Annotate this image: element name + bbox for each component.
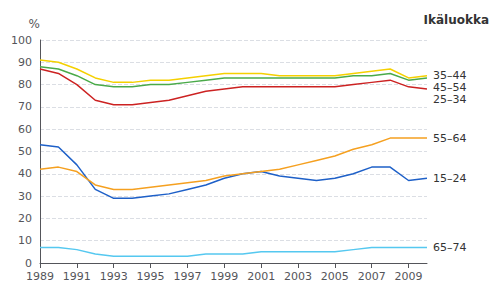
svg-text:90: 90 (18, 56, 32, 69)
svg-text:30: 30 (18, 190, 32, 203)
svg-text:2003: 2003 (284, 270, 312, 283)
svg-text:55–64: 55–64 (433, 132, 467, 145)
svg-text:40: 40 (18, 167, 32, 180)
svg-text:65–74: 65–74 (433, 241, 467, 254)
svg-text:%: % (29, 17, 40, 31)
svg-text:50: 50 (18, 145, 32, 158)
svg-text:2005: 2005 (321, 270, 349, 283)
svg-text:25–34: 25–34 (433, 93, 467, 106)
svg-text:70: 70 (18, 100, 32, 113)
svg-text:2001: 2001 (247, 270, 275, 283)
svg-text:1989: 1989 (26, 270, 54, 283)
svg-text:100: 100 (11, 34, 32, 47)
svg-text:1993: 1993 (100, 270, 128, 283)
svg-text:45–54: 45–54 (433, 81, 467, 95)
svg-text:1997: 1997 (173, 270, 201, 283)
svg-text:2007: 2007 (358, 270, 386, 283)
svg-text:1999: 1999 (210, 270, 238, 283)
svg-text:35–44: 35–44 (433, 69, 467, 83)
svg-text:Ikäluokka: Ikäluokka (423, 13, 489, 27)
svg-text:1991: 1991 (63, 270, 91, 283)
svg-text:20: 20 (18, 212, 32, 225)
svg-text:15–24: 15–24 (433, 172, 467, 185)
svg-text:2009: 2009 (395, 270, 423, 283)
svg-text:10: 10 (18, 234, 32, 247)
svg-text:1995: 1995 (137, 270, 165, 283)
svg-text:60: 60 (18, 123, 32, 136)
svg-text:80: 80 (18, 78, 32, 91)
svg-text:0: 0 (25, 257, 32, 270)
